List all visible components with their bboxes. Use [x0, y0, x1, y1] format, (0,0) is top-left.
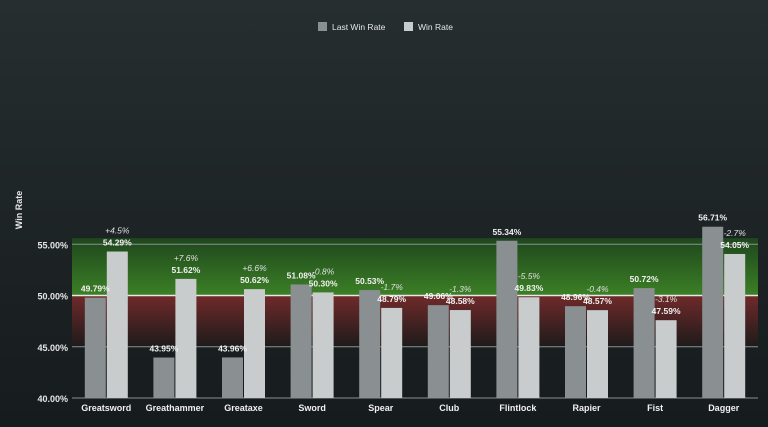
- x-tick-label: Dagger: [708, 403, 740, 413]
- bar-win-rate: [518, 297, 540, 398]
- change-label: -5.5%: [518, 271, 541, 281]
- x-tick-label: Greathammer: [146, 403, 205, 413]
- data-label-last-win-rate: 43.96%: [218, 343, 247, 353]
- data-label-win-rate: 50.62%: [240, 275, 269, 285]
- y-tick-label: 40.00%: [37, 394, 68, 404]
- y-tick-label: 50.00%: [37, 292, 68, 302]
- y-tick-label: 45.00%: [37, 343, 68, 353]
- bar-last-win-rate: [633, 288, 655, 398]
- change-label: -0.4%: [586, 284, 609, 294]
- bar-win-rate: [381, 307, 403, 398]
- bar-last-win-rate: [153, 357, 175, 398]
- legend-swatch: [318, 22, 327, 31]
- data-label-win-rate: 48.79%: [377, 294, 406, 304]
- legend-label: Last Win Rate: [332, 22, 386, 32]
- bar-win-rate: [724, 253, 746, 398]
- bar-win-rate: [312, 292, 334, 398]
- data-label-last-win-rate: 51.08%: [287, 270, 316, 280]
- bar-last-win-rate: [222, 357, 243, 398]
- bar-last-win-rate: [565, 306, 586, 398]
- data-label-win-rate: 48.58%: [446, 296, 475, 306]
- data-label-last-win-rate: 49.79%: [81, 284, 110, 294]
- bar-last-win-rate: [84, 297, 106, 398]
- bar-win-rate: [106, 251, 128, 398]
- bar-win-rate: [587, 310, 608, 398]
- data-label-last-win-rate: 48.96%: [561, 292, 590, 302]
- bar-win-rate: [449, 310, 471, 398]
- x-tick-label: Greatsword: [81, 403, 131, 413]
- data-label-last-win-rate: 43.95%: [149, 344, 178, 354]
- data-label-last-win-rate: 56.71%: [698, 213, 727, 223]
- data-label-win-rate: 50.30%: [309, 278, 338, 288]
- data-label-win-rate: 54.29%: [103, 238, 132, 248]
- bar-win-rate: [655, 320, 677, 398]
- bar-last-win-rate: [427, 305, 449, 398]
- x-tick-label: Sword: [298, 403, 326, 413]
- data-label-last-win-rate: 50.72%: [630, 274, 659, 284]
- data-label-win-rate: 48.57%: [583, 296, 612, 306]
- bar-last-win-rate: [702, 226, 724, 398]
- data-label-win-rate: 54.05%: [720, 240, 749, 250]
- change-label: -2.7%: [724, 228, 747, 238]
- legend-label: Win Rate: [418, 22, 453, 32]
- change-label: +6.6%: [242, 263, 267, 273]
- x-tick-label: Spear: [368, 403, 394, 413]
- bar-win-rate: [175, 278, 197, 398]
- bar-last-win-rate: [290, 284, 312, 398]
- y-axis-label: Win Rate: [14, 191, 24, 229]
- data-label-win-rate: 47.59%: [652, 306, 681, 316]
- data-label-win-rate: 49.83%: [514, 283, 543, 293]
- x-tick-label: Fist: [647, 403, 663, 413]
- data-label-last-win-rate: 55.34%: [492, 227, 521, 237]
- change-label: +7.6%: [174, 253, 199, 263]
- change-label: -3.1%: [655, 294, 678, 304]
- change-label: -1.3%: [449, 284, 472, 294]
- data-label-last-win-rate: 49.06%: [424, 291, 453, 301]
- change-label: -1.7%: [381, 282, 404, 292]
- x-tick-label: Flintlock: [499, 403, 537, 413]
- data-label-win-rate: 51.62%: [171, 265, 200, 275]
- x-tick-label: Rapier: [572, 403, 601, 413]
- data-label-last-win-rate: 50.53%: [355, 276, 384, 286]
- bar-last-win-rate: [496, 240, 518, 398]
- y-tick-label: 55.00%: [37, 240, 68, 250]
- legend-swatch: [404, 22, 413, 31]
- x-tick-label: Greataxe: [224, 403, 263, 413]
- bar-last-win-rate: [359, 290, 381, 398]
- change-label: -0.8%: [312, 266, 335, 276]
- x-tick-label: Club: [439, 403, 459, 413]
- bar-win-rate: [244, 289, 265, 398]
- change-label: +4.5%: [105, 226, 130, 236]
